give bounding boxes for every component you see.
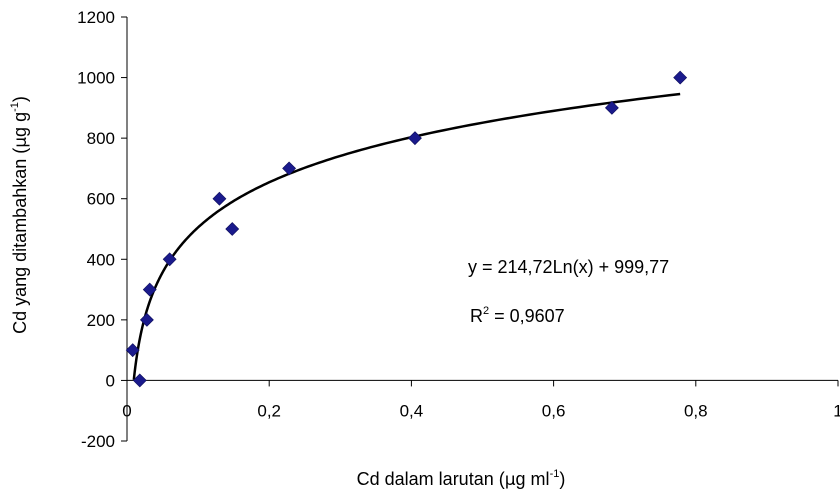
y-axis-title: Cd yang ditambahkan (µg g-1) [9,96,31,334]
data-point-marker [212,191,227,206]
y-tick-label: 0 [106,371,115,390]
x-tick-label: 0,8 [684,401,708,420]
axes [126,17,838,441]
x-axis-title-sup: -1 [550,468,560,480]
data-point-marker [125,343,140,358]
data-point-marker [142,282,157,297]
y-tick-label: 400 [87,250,115,269]
y-tick-label: 800 [87,129,115,148]
x-axis-title-close: ) [559,469,565,489]
tick-labels: -200 0 200 400 600 800 1000 1200 0 0,2 0,4 0,6 0,8 1 [77,8,840,451]
y-tick-label: 1000 [77,69,115,88]
data-point-marker [139,312,154,327]
trendline [132,92,681,380]
ticks [121,16,839,442]
y-axis-title-sup: -1 [9,102,21,112]
r-squared-superscript: 2 [483,305,489,317]
y-tick-label: 600 [87,190,115,209]
r-squared-label: R2 = 0,9607 [470,305,565,326]
data-point-marker [225,222,240,236]
x-axis-title: Cd dalam larutan (µg ml-1) [357,468,566,490]
y-axis-title-main: Cd yang ditambahkan ( [10,148,30,334]
data-point-marker [673,70,688,85]
data-point-marker [408,131,422,146]
x-tick-label: 0 [122,401,131,420]
x-tick-label: 0,6 [542,401,566,420]
trendline-equation: y = 214,72Ln(x) + 999,77 [468,257,669,277]
x-axis-title-unit: g ml [516,469,550,489]
x-tick-label: 1 [833,401,840,420]
x-tick-label: 0,2 [257,401,281,420]
r-squared-symbol: R [470,306,483,326]
data-point-marker [604,100,619,115]
x-axis-title-main: Cd dalam larutan ( [357,469,505,489]
x-tick-label: 0,4 [400,401,424,420]
r-squared-value: = 0,9607 [489,306,565,326]
x-axis-title-mu: µ [505,470,516,490]
y-axis-title-mu: µ [11,137,31,148]
y-tick-label: 200 [87,311,115,330]
data-point-marker [162,252,177,267]
y-axis-title-unit: g g [10,112,30,137]
y-tick-label: 1200 [77,8,115,27]
data-point-marker [282,161,297,176]
y-tick-label: -200 [81,432,115,451]
data-markers [125,70,688,388]
y-axis-title-close: ) [10,96,30,102]
data-point-marker [132,373,147,388]
